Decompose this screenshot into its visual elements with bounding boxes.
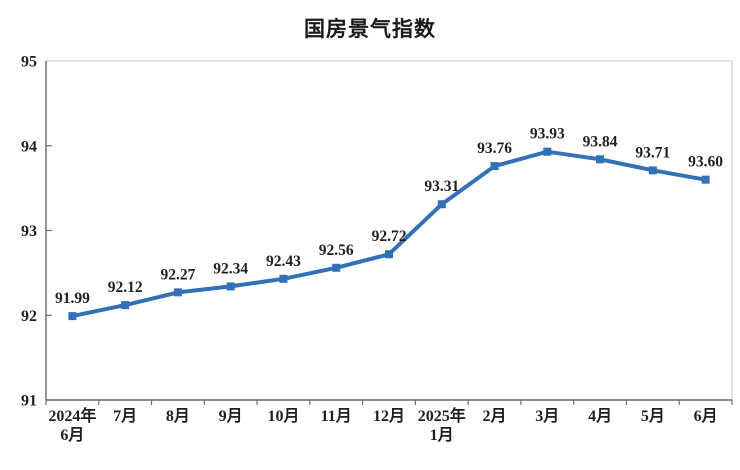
x-axis-label: 5月 bbox=[641, 407, 665, 425]
y-axis-label: 92 bbox=[21, 308, 37, 325]
data-point-label: 93.31 bbox=[424, 178, 459, 195]
chart-title: 国房景气指数 bbox=[304, 18, 436, 41]
data-point-marker bbox=[490, 162, 499, 171]
data-point-label: 92.56 bbox=[319, 242, 354, 259]
x-axis-label: 2月 bbox=[483, 407, 507, 425]
data-point-marker bbox=[385, 250, 393, 259]
x-axis-label: 1月 bbox=[430, 426, 454, 444]
x-axis-label: 6月 bbox=[694, 407, 718, 425]
data-point-marker bbox=[68, 312, 77, 321]
data-point-label: 93.71 bbox=[635, 144, 670, 161]
x-axis-label: 10月 bbox=[267, 407, 299, 425]
data-point-label: 93.60 bbox=[688, 154, 723, 171]
data-point-label: 92.27 bbox=[160, 266, 195, 283]
x-axis-label: 4月 bbox=[588, 407, 612, 425]
data-point-marker bbox=[701, 175, 710, 184]
x-axis-label: 3月 bbox=[535, 407, 559, 425]
x-axis-label: 2024年 bbox=[48, 406, 96, 425]
data-point-label: 93.93 bbox=[530, 126, 565, 143]
x-axis-label: 11月 bbox=[321, 407, 352, 425]
y-axis-label: 91 bbox=[21, 393, 37, 410]
data-point-marker bbox=[437, 200, 446, 209]
data-point-label: 91.99 bbox=[55, 290, 90, 307]
data-point-label: 92.43 bbox=[266, 253, 301, 270]
data-point-marker bbox=[173, 288, 182, 297]
data-point-marker bbox=[332, 263, 341, 272]
x-axis-label: 8月 bbox=[166, 407, 190, 425]
x-axis-label: 9月 bbox=[219, 407, 243, 425]
data-point-label: 92.72 bbox=[372, 228, 407, 245]
x-axis-label: 7月 bbox=[113, 407, 137, 425]
x-axis-label: 2025年 bbox=[418, 406, 466, 425]
data-point-marker bbox=[121, 301, 130, 310]
data-point-marker bbox=[648, 166, 657, 175]
data-point-marker bbox=[279, 274, 288, 283]
data-point-label: 93.76 bbox=[477, 140, 512, 157]
y-axis-label: 93 bbox=[21, 223, 37, 240]
y-axis-label: 95 bbox=[21, 54, 37, 71]
x-axis-label: 6月 bbox=[60, 426, 84, 444]
data-point-marker bbox=[596, 155, 605, 164]
x-axis-label: 12月 bbox=[373, 407, 405, 425]
data-point-marker bbox=[226, 282, 235, 291]
data-point-label: 92.12 bbox=[108, 279, 143, 296]
data-point-marker bbox=[543, 147, 552, 156]
data-point-label: 93.84 bbox=[583, 133, 618, 150]
data-point-label: 92.34 bbox=[213, 260, 248, 277]
y-axis-label: 94 bbox=[21, 138, 37, 155]
